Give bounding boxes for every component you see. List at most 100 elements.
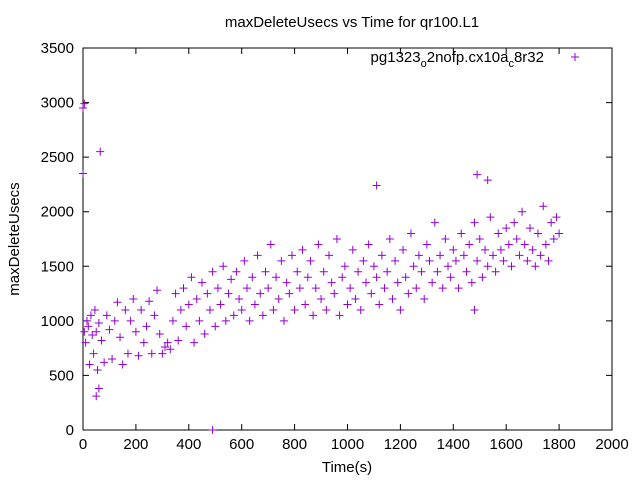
data-point [160, 343, 169, 352]
data-point [547, 218, 556, 227]
data-point [351, 295, 360, 304]
data-point [290, 305, 299, 314]
data-point [449, 245, 458, 254]
data-point [462, 267, 471, 276]
data-point [502, 224, 511, 233]
data-point [404, 289, 413, 298]
data-point [335, 311, 344, 320]
y-tick-label: 0 [66, 422, 74, 439]
data-point [274, 295, 283, 304]
legend-marker [571, 53, 579, 61]
x-tick-label: 800 [282, 436, 307, 453]
data-point [531, 262, 540, 271]
data-point [473, 170, 482, 179]
data-point [518, 207, 527, 216]
x-tick-label: 400 [176, 436, 201, 453]
x-tick-label: 1800 [542, 436, 575, 453]
data-point [549, 235, 558, 243]
data-point [84, 322, 93, 331]
data-point [396, 305, 405, 314]
data-point [364, 240, 373, 249]
data-point [96, 147, 105, 156]
data-point [163, 338, 172, 347]
data-point [176, 305, 185, 314]
data-point [433, 267, 442, 276]
data-point [406, 229, 415, 238]
data-point [414, 251, 423, 260]
data-point [362, 278, 371, 287]
data-point [264, 284, 273, 293]
data-point [86, 311, 95, 320]
x-tick-label: 2000 [595, 436, 628, 453]
y-tick-label: 3500 [41, 40, 74, 57]
data-point [213, 284, 222, 293]
data-point [372, 181, 381, 190]
data-point [526, 224, 535, 233]
data-point [324, 251, 333, 260]
data-point [454, 284, 463, 293]
data-point [372, 273, 381, 282]
data-point [536, 251, 545, 260]
data-point [118, 360, 127, 369]
data-point [459, 251, 468, 260]
data-point [330, 289, 339, 298]
data-point [200, 329, 209, 338]
x-tick-label: 1400 [437, 436, 470, 453]
data-point [92, 327, 101, 336]
data-point [488, 251, 497, 260]
data-point [245, 316, 254, 325]
data-point [129, 295, 138, 304]
data-point [528, 245, 537, 254]
data-point [306, 256, 315, 265]
data-point [515, 251, 524, 260]
data-point [142, 322, 151, 331]
data-point [198, 278, 207, 287]
data-point [205, 305, 214, 314]
data-point [486, 213, 495, 222]
x-tick-label: 1600 [490, 436, 523, 453]
data-point [131, 327, 140, 336]
data-point [79, 169, 87, 178]
y-axis-label: maxDeleteUsecs [6, 182, 23, 295]
data-point [512, 235, 521, 243]
data-point [430, 218, 439, 227]
data-point [457, 229, 466, 238]
data-point [116, 333, 125, 342]
data-point [541, 240, 550, 249]
data-point [552, 213, 561, 222]
data-point [504, 240, 513, 249]
data-point [417, 267, 426, 276]
data-point [533, 229, 542, 238]
data-point [100, 358, 109, 367]
data-point [475, 235, 484, 243]
data-point [139, 338, 148, 347]
data-point [113, 298, 122, 307]
data-point [216, 300, 225, 309]
data-point [409, 262, 418, 271]
data-point [88, 331, 97, 340]
data-point [377, 251, 386, 260]
data-point [97, 336, 106, 345]
data-point [287, 251, 296, 260]
data-point [90, 305, 99, 314]
data-point [483, 176, 492, 185]
data-point [375, 300, 384, 309]
data-point [277, 256, 286, 265]
data-point [446, 273, 455, 282]
data-point [79, 104, 87, 113]
data-point [237, 305, 246, 314]
data-point [126, 316, 135, 325]
data-point [322, 305, 331, 314]
data-point [412, 284, 421, 293]
data-point [282, 278, 291, 287]
data-point [192, 295, 201, 304]
data-point [248, 273, 257, 282]
data-point [171, 289, 180, 298]
data-point [261, 267, 270, 276]
data-point [380, 284, 389, 293]
data-point [507, 262, 516, 271]
data-point [436, 251, 445, 260]
data-point [235, 295, 244, 304]
data-point [81, 338, 90, 347]
